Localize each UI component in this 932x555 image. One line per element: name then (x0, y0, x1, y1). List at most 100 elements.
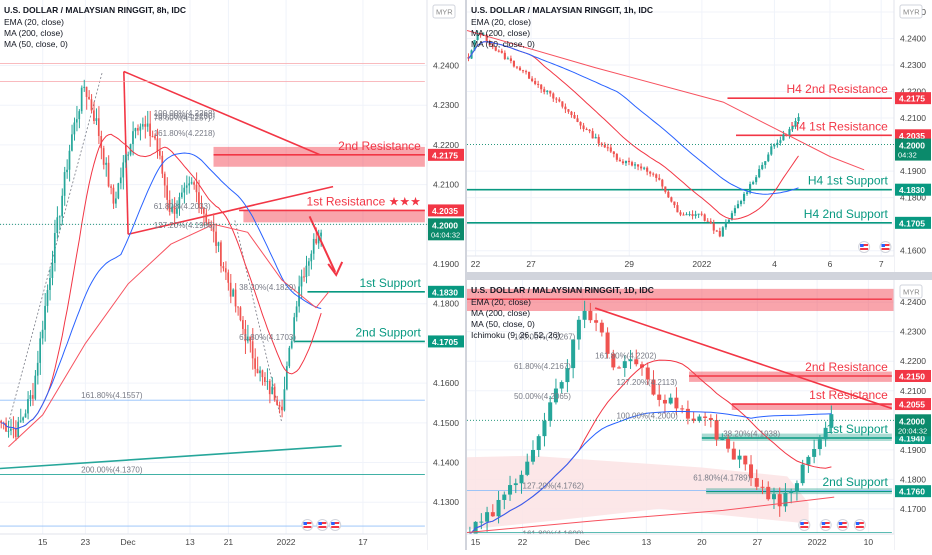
candle (817, 439, 822, 450)
candle (606, 147, 609, 149)
candle (237, 306, 239, 308)
candle (752, 182, 755, 185)
candle (141, 124, 144, 127)
currency-badge[interactable] (899, 4, 923, 19)
ma-200-line (466, 496, 835, 533)
chart-panel-1h[interactable]: H4 2nd Resistance H4 1st Resistance H4 1st… (466, 0, 932, 272)
candle (573, 115, 576, 119)
candle (224, 268, 227, 273)
candle (524, 71, 528, 73)
candle (300, 276, 303, 287)
candle (154, 136, 156, 139)
ma-200-line (8, 223, 330, 448)
time-axis-bg (467, 534, 894, 550)
ma-50-line (468, 41, 799, 195)
candle (525, 461, 530, 475)
fib-label: 61.80%(4.1789) (693, 474, 750, 483)
fib-label: 78.60%(4.2257) (154, 113, 211, 122)
flag-stripe (838, 522, 847, 524)
y-tick-label: 4.2100 (433, 180, 459, 190)
y-tick-label: 4.2200 (433, 140, 459, 150)
chart-panel-8h[interactable]: 2nd Resistance 1st Resistance ★★★ 1st Supp… (0, 0, 465, 550)
chart-8h[interactable]: 2nd Resistance 1st Resistance ★★★ 1st Supp… (0, 0, 465, 550)
candle (261, 370, 264, 378)
candle (7, 430, 10, 432)
candle (307, 261, 310, 266)
candle (519, 474, 524, 484)
fib-label: 200.00%(4.1370) (81, 465, 143, 474)
price-tag-label: 4.1830 (432, 287, 458, 297)
fib-label: 61.80%(4.1703) (239, 333, 296, 342)
panel-divider-horizontal[interactable] (467, 272, 932, 280)
current-price-label: 4.2000 (899, 141, 925, 151)
candle (198, 192, 200, 208)
candle (570, 111, 573, 116)
current-price-tag (895, 138, 931, 161)
fib-label: 100.00%(4.2267) (514, 332, 576, 341)
fib-label: 50.00%(4.2065) (514, 392, 571, 401)
candle (217, 242, 220, 246)
time-axis-bg (467, 256, 894, 272)
price-axis-bg (427, 0, 465, 550)
candle (78, 111, 81, 120)
candle (5, 423, 7, 432)
price-tag-label: 4.2175 (899, 94, 925, 104)
event-flags (858, 241, 892, 253)
currency-badge[interactable] (432, 4, 456, 19)
price-tag-label: 4.2035 (899, 131, 925, 141)
candle (591, 131, 594, 139)
price-tag-resistance (895, 398, 931, 411)
candle (800, 464, 805, 484)
candle (491, 45, 494, 48)
candle (63, 172, 66, 196)
candle (622, 361, 627, 368)
grid (467, 0, 894, 256)
candle (178, 197, 181, 209)
candle (234, 289, 237, 307)
candle (320, 232, 322, 237)
candle (276, 400, 278, 405)
candle (767, 154, 770, 162)
candle (39, 338, 42, 363)
level-label-support: 1st Support (826, 422, 888, 436)
candle (171, 206, 173, 212)
chart-panel-1d[interactable]: 2nd Resistance 1st Resistance 1st Support 2… (466, 280, 932, 550)
y-tick-label: 4.1900 (900, 445, 926, 455)
x-tick-label: 6 (828, 259, 833, 269)
y-tick-label: 4.1800 (433, 299, 459, 309)
time-axis: 15 22 Dec 13 20 27 2022 10 (467, 533, 894, 550)
candle (553, 388, 558, 403)
fib-label: 61.80%(4.2167) (514, 362, 571, 371)
y-tick-label: 4.2300 (433, 100, 459, 110)
panel-divider-vertical[interactable] (465, 0, 467, 550)
chart-1h[interactable]: H4 2nd Resistance H4 1st Resistance H4 1st… (466, 0, 932, 272)
ema-20-line (1, 133, 322, 430)
candle (773, 144, 776, 147)
candle (188, 183, 190, 186)
y-tick-label: 4.1300 (433, 497, 459, 507)
x-tick-label: 22 (471, 259, 481, 269)
currency-badge[interactable] (899, 284, 923, 299)
candle (694, 214, 697, 216)
candle (263, 377, 266, 382)
candle (110, 186, 112, 188)
candle (180, 192, 183, 198)
price-tag-support (428, 285, 464, 298)
candle (476, 32, 479, 40)
candle (789, 491, 794, 493)
y-tick-label: 4.2100 (900, 113, 926, 123)
x-tick-label: 4 (772, 259, 777, 269)
candle (168, 199, 171, 212)
level-label-resistance: H4 1st Resistance (790, 119, 888, 133)
candle (285, 366, 288, 390)
candle (151, 136, 154, 138)
candle (288, 347, 291, 367)
candle (310, 253, 313, 262)
candle (479, 521, 484, 523)
candles (467, 30, 800, 238)
ma-50-line (469, 410, 832, 535)
chart-1d[interactable]: 2nd Resistance 1st Resistance 1st Support 2… (466, 280, 932, 550)
candle (485, 512, 490, 522)
candle (662, 399, 667, 404)
indicator-label: MA (200, close) (4, 28, 63, 38)
